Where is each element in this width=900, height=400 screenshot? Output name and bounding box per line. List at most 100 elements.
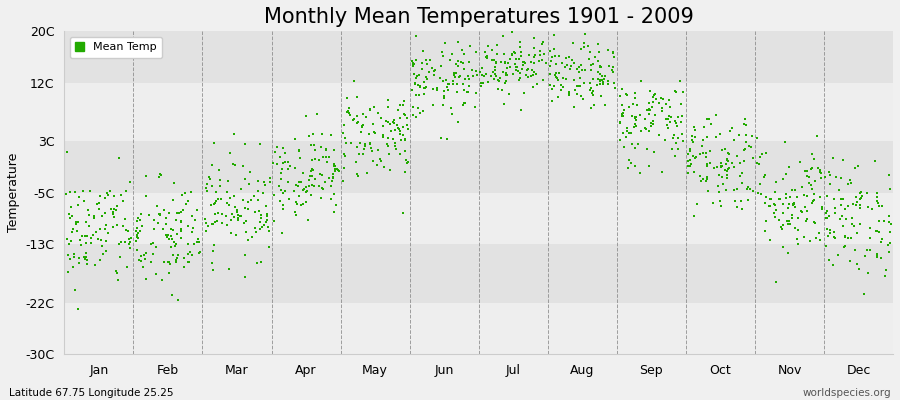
Point — [337, 165, 351, 172]
Point — [562, 89, 576, 95]
Point — [624, 160, 638, 166]
Point — [524, 73, 538, 79]
Point — [586, 76, 600, 82]
Point — [256, 190, 271, 196]
Point — [365, 157, 380, 164]
Point — [224, 230, 238, 236]
Point — [164, 233, 178, 239]
Point — [139, 250, 153, 256]
Point — [852, 190, 867, 196]
Point — [341, 109, 356, 116]
Point — [171, 296, 185, 303]
Point — [571, 83, 585, 90]
Point — [238, 273, 252, 280]
Point — [292, 179, 306, 185]
Point — [730, 204, 744, 210]
Point — [356, 122, 370, 128]
Point — [714, 202, 728, 209]
Point — [849, 202, 863, 208]
Point — [165, 235, 179, 242]
Point — [645, 99, 660, 105]
Point — [450, 63, 464, 70]
Point — [61, 210, 76, 217]
Point — [699, 116, 714, 122]
Point — [350, 94, 365, 100]
Title: Monthly Mean Temperatures 1901 - 2009: Monthly Mean Temperatures 1901 - 2009 — [264, 7, 694, 27]
Point — [171, 210, 185, 216]
Point — [715, 174, 729, 180]
Point — [616, 86, 630, 92]
Point — [729, 153, 743, 159]
Point — [74, 242, 88, 248]
Point — [549, 70, 563, 76]
Point — [385, 119, 400, 126]
Point — [156, 226, 170, 232]
Point — [613, 119, 627, 126]
Point — [499, 72, 513, 78]
Point — [222, 150, 237, 156]
Point — [170, 210, 184, 216]
Point — [406, 60, 420, 66]
Point — [371, 147, 385, 154]
Point — [462, 82, 476, 89]
Point — [130, 228, 144, 234]
Point — [319, 146, 333, 152]
Point — [648, 90, 662, 97]
Point — [846, 201, 860, 208]
Point — [578, 67, 592, 73]
Point — [208, 211, 222, 217]
Point — [392, 150, 407, 157]
Point — [514, 53, 528, 59]
Point — [270, 144, 284, 151]
Point — [347, 78, 362, 84]
Point — [462, 58, 476, 65]
Point — [206, 242, 220, 248]
Point — [292, 146, 307, 153]
Point — [724, 160, 739, 166]
Point — [263, 179, 277, 185]
Point — [238, 218, 253, 224]
Point — [441, 81, 455, 88]
Point — [363, 107, 377, 114]
Point — [806, 165, 820, 171]
Point — [481, 42, 495, 49]
Point — [212, 183, 227, 189]
Point — [736, 121, 751, 127]
Point — [488, 64, 502, 70]
Point — [238, 252, 252, 258]
Point — [227, 130, 241, 137]
Point — [687, 153, 701, 160]
Point — [668, 88, 682, 94]
Point — [872, 203, 886, 209]
Point — [670, 114, 685, 120]
Point — [558, 64, 572, 70]
Point — [104, 206, 118, 212]
Point — [741, 184, 755, 190]
Point — [722, 150, 736, 157]
Point — [447, 71, 462, 77]
Point — [440, 84, 454, 90]
Point — [582, 79, 597, 86]
Point — [363, 140, 377, 146]
Point — [99, 222, 113, 228]
Point — [688, 168, 702, 175]
Point — [786, 201, 800, 207]
Point — [94, 237, 108, 243]
Point — [788, 186, 803, 193]
Point — [90, 201, 104, 208]
Point — [872, 217, 886, 224]
Point — [775, 244, 789, 250]
Point — [122, 239, 137, 246]
Point — [461, 89, 475, 96]
Point — [322, 154, 337, 160]
Point — [669, 89, 683, 95]
Point — [527, 52, 542, 58]
Point — [320, 159, 335, 166]
Point — [646, 118, 661, 124]
Point — [103, 188, 117, 194]
Point — [685, 133, 699, 139]
Point — [329, 166, 344, 172]
Point — [328, 166, 342, 172]
Point — [400, 115, 415, 121]
Point — [194, 249, 208, 256]
